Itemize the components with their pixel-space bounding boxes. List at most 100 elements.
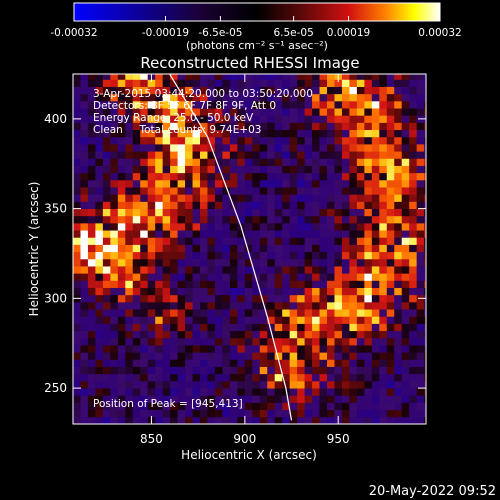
heatmap-cell xyxy=(327,215,335,224)
heatmap-cell xyxy=(416,287,425,296)
heatmap-cell xyxy=(349,165,358,174)
heatmap-cell xyxy=(125,309,134,317)
heatmap-cell xyxy=(229,258,238,267)
heatmap-cell xyxy=(192,222,201,231)
heatmap-cell xyxy=(312,316,320,324)
heatmap-cell xyxy=(229,108,238,116)
heatmap-cell xyxy=(200,194,208,202)
heatmap-cell xyxy=(341,108,350,116)
heatmap-cell xyxy=(214,373,223,382)
heatmap-cell xyxy=(394,373,403,382)
heatmap-cell xyxy=(132,330,141,339)
heatmap-cell xyxy=(259,230,268,238)
heatmap-cell xyxy=(349,266,358,274)
heatmap-cell xyxy=(334,122,343,131)
heatmap-cell xyxy=(401,108,410,116)
heatmap-cell xyxy=(177,100,186,109)
heatmap-cell xyxy=(409,294,418,303)
heatmap-cell xyxy=(349,136,358,145)
heatmap-cell xyxy=(349,294,358,303)
heatmap-cell xyxy=(282,309,291,317)
heatmap-cell xyxy=(192,409,201,418)
heatmap-cell xyxy=(274,416,283,424)
heatmap-cell xyxy=(222,266,231,274)
heatmap-cell xyxy=(304,215,313,224)
annotation-counts: Clean Total counts: 9.74E+03 xyxy=(93,124,262,136)
heatmap-cell xyxy=(409,172,418,181)
heatmap-cell xyxy=(327,402,335,411)
heatmap-cell xyxy=(386,409,395,418)
heatmap-cell xyxy=(349,352,358,360)
heatmap-cell xyxy=(356,129,365,138)
heatmap-cell xyxy=(125,251,134,260)
heatmap-cell xyxy=(259,151,268,159)
heatmap-cell xyxy=(200,309,208,317)
heatmap-cell xyxy=(424,266,426,274)
heatmap-cell xyxy=(110,266,119,274)
heatmap-cell xyxy=(267,230,276,238)
heatmap-cell xyxy=(274,151,283,159)
heatmap-cell xyxy=(364,309,373,317)
heatmap-cell xyxy=(177,237,186,245)
heatmap-cell xyxy=(304,380,313,389)
heatmap-cell xyxy=(185,280,193,288)
heatmap-cell xyxy=(214,230,223,238)
heatmap-cell xyxy=(140,222,149,231)
heatmap-cell xyxy=(424,93,426,102)
heatmap-cell xyxy=(424,179,426,188)
heatmap-cell xyxy=(267,366,276,375)
heatmap-cell xyxy=(95,79,104,87)
heatmap-cell xyxy=(140,230,149,238)
plot-frame xyxy=(72,73,427,425)
heatmap-cell xyxy=(341,93,350,102)
heatmap-cell xyxy=(386,258,395,267)
heatmap-cell xyxy=(155,330,164,339)
heatmap-cell xyxy=(379,309,388,317)
heatmap-cell xyxy=(371,337,380,346)
heatmap-cell xyxy=(327,359,335,367)
heatmap-cell xyxy=(200,86,208,95)
heatmap-cell xyxy=(162,244,171,253)
heatmap-cell xyxy=(222,280,231,288)
heatmap-cell xyxy=(409,337,418,346)
heatmap-cell xyxy=(416,388,425,396)
heatmap-cell xyxy=(297,79,305,87)
heatmap-cell xyxy=(356,79,365,87)
heatmap-cell xyxy=(214,100,223,109)
x-tick-label: 900 xyxy=(233,432,256,446)
heatmap-cell xyxy=(341,237,350,245)
heatmap-cell xyxy=(200,151,208,159)
heatmap-cell xyxy=(334,194,343,202)
heatmap-cell xyxy=(341,208,350,217)
heatmap-cell xyxy=(297,151,305,159)
heatmap-cell xyxy=(214,366,223,375)
heatmap-cell xyxy=(177,258,186,267)
heatmap-cell xyxy=(95,359,104,367)
heatmap-cell xyxy=(356,165,365,174)
heatmap-cell xyxy=(214,388,223,396)
heatmap-cell xyxy=(229,122,238,131)
heatmap-cell xyxy=(140,208,149,217)
annotation-time: 3-Apr-2015 03:44:20.000 to 03:50:20.000 xyxy=(93,88,313,100)
heatmap-cell xyxy=(274,337,283,346)
heatmap-cell xyxy=(334,115,343,123)
heatmap-cell xyxy=(401,273,410,281)
heatmap-cell xyxy=(341,201,350,210)
heatmap-cell xyxy=(140,144,149,152)
heatmap-cell xyxy=(87,280,96,288)
heatmap-cell xyxy=(364,366,373,375)
heatmap-cell xyxy=(349,172,358,181)
heatmap-cell xyxy=(297,129,305,138)
heatmap-cell xyxy=(177,359,186,367)
heatmap-cell xyxy=(424,273,426,281)
heatmap-cell xyxy=(162,230,171,238)
heatmap-cell xyxy=(95,309,104,317)
heatmap-cell xyxy=(341,100,350,109)
heatmap-cell xyxy=(102,100,111,109)
heatmap-cell xyxy=(200,165,208,174)
heatmap-cell xyxy=(424,194,426,202)
heatmap-cell xyxy=(297,237,305,245)
heatmap-cell xyxy=(110,144,119,152)
heatmap-cell xyxy=(125,330,134,339)
heatmap-cell xyxy=(334,352,343,360)
